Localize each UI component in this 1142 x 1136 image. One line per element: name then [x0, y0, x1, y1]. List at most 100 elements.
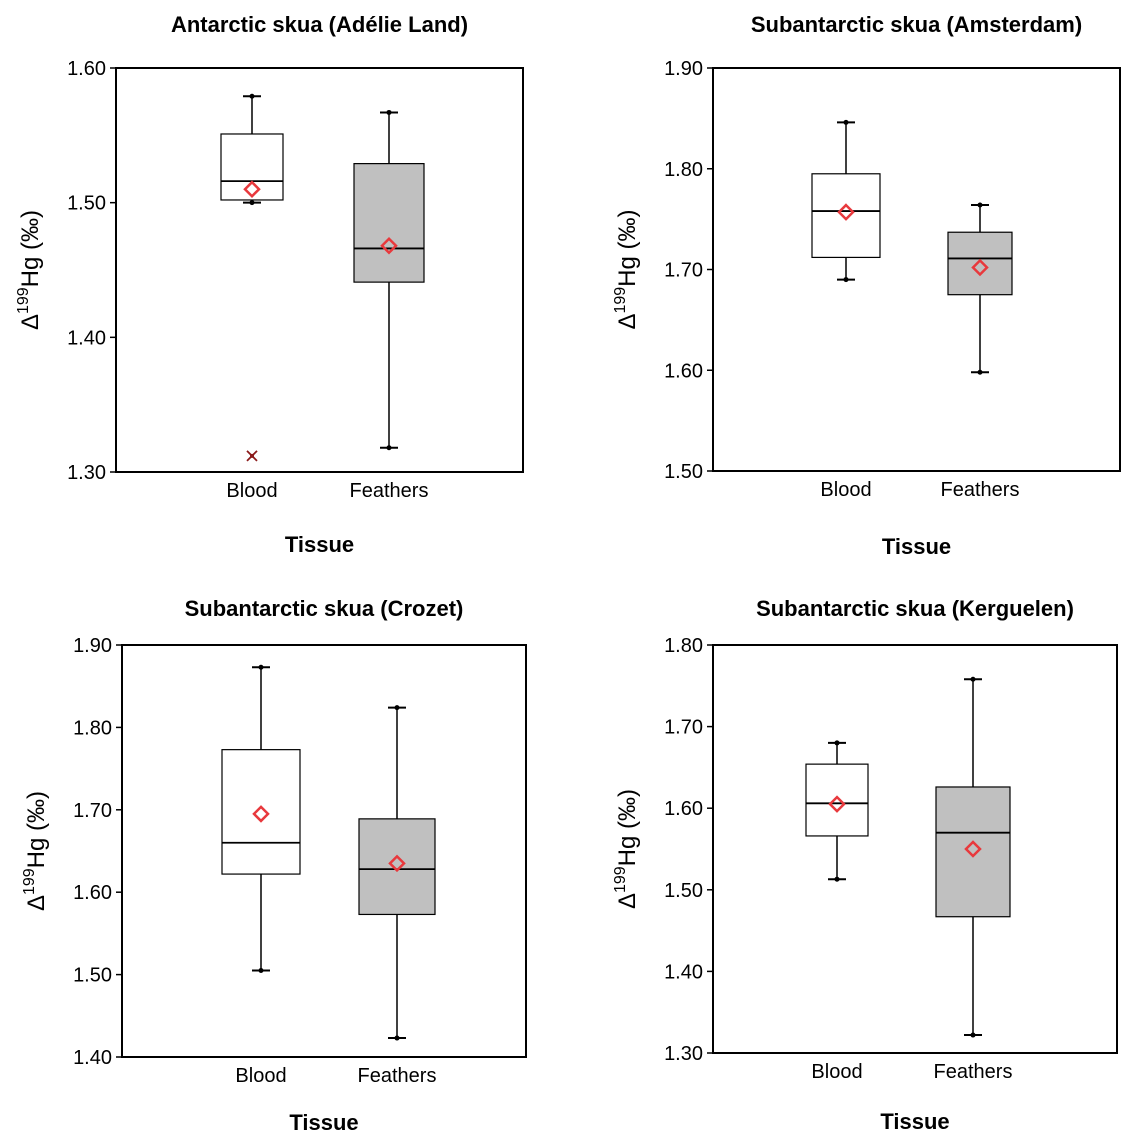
- mean-marker: [964, 840, 982, 858]
- y-tick-label: 1.90: [664, 58, 703, 80]
- box-group-feathers: [935, 676, 1011, 1038]
- y-tick-label: 1.80: [664, 635, 703, 657]
- plot-frame: [712, 67, 1121, 472]
- box-iqr: [947, 231, 1013, 296]
- plot-frame: [115, 67, 524, 473]
- box-iqr: [221, 749, 301, 875]
- max-point: [394, 705, 400, 711]
- max-point: [249, 93, 255, 99]
- y-axis-label-main: Hg (‰): [614, 789, 641, 866]
- y-axis-label-prefix: Δ: [614, 314, 641, 330]
- chart-svg: Subantarctic skua (Amsterdam) 1.50 1.60 1.7…: [612, 12, 1121, 559]
- chart-title: Subantarctic skua (Crozet): [185, 596, 464, 621]
- y-tick-label: 1.60: [664, 798, 703, 820]
- chart-title: Subantarctic skua (Kerguelen): [756, 596, 1074, 621]
- x-tick-label: Blood: [226, 480, 277, 502]
- y-tick-label: 1.50: [664, 880, 703, 902]
- mean-marker: [837, 203, 855, 221]
- y-tick-label: 1.70: [664, 260, 703, 282]
- box-group-blood: [805, 740, 869, 882]
- y-tick-label: 1.30: [664, 1043, 703, 1065]
- box-group-feathers: [358, 705, 436, 1041]
- x-tick-label: Blood: [811, 1061, 862, 1083]
- box-iqr: [811, 173, 881, 259]
- box-group-blood: [220, 93, 284, 462]
- y-axis-label-sup: 199: [15, 287, 32, 314]
- chart-panel-amsterdam: Subantarctic skua (Amsterdam) 1.50 1.60 1.7…: [571, 0, 1142, 568]
- y-tick-label: 1.80: [73, 717, 112, 739]
- chart-svg: Subantarctic skua (Kerguelen) 1.30 1.40 1.5…: [612, 596, 1118, 1134]
- mean-marker: [252, 805, 270, 823]
- x-tick-label: Feathers: [358, 1065, 437, 1087]
- x-tick-label: Feathers: [350, 480, 429, 502]
- mean-marker: [828, 795, 846, 813]
- y-axis-label-main: Hg (‰): [23, 791, 50, 868]
- y-axis-label-sup: 199: [612, 287, 629, 314]
- y-tick-label: 1.60: [67, 58, 106, 80]
- x-tick-label: Feathers: [941, 479, 1020, 501]
- box-iqr: [935, 786, 1011, 918]
- y-axis-label: Δ199Hg (‰): [612, 789, 641, 909]
- y-axis-label-prefix: Δ: [17, 314, 44, 330]
- outlier-point: [250, 453, 254, 458]
- chart-panel-crozet: Subantarctic skua (Crozet) 1.40 1.50 1.60 1.…: [0, 568, 571, 1136]
- y-tick-label: 1.60: [73, 882, 112, 904]
- max-point: [977, 202, 983, 208]
- min-point: [258, 967, 264, 973]
- y-tick-label: 1.50: [73, 965, 112, 987]
- y-axis-label-main: Hg (‰): [17, 210, 44, 287]
- box-iqr: [353, 163, 425, 283]
- y-axis-label: Δ199Hg (‰): [21, 791, 50, 911]
- box-group-blood: [221, 664, 301, 973]
- box-group-feathers: [947, 202, 1013, 375]
- chart-title: Antarctic skua (Adélie Land): [171, 12, 468, 37]
- max-point: [258, 664, 264, 670]
- x-tick-label: Blood: [820, 479, 871, 501]
- x-tick-label: Blood: [235, 1065, 286, 1087]
- plot-frame: [712, 644, 1118, 1054]
- max-point: [843, 119, 849, 125]
- y-axis-label: Δ199Hg (‰): [15, 210, 44, 330]
- x-axis-label: Tissue: [880, 1109, 949, 1134]
- box-group-blood: [811, 119, 881, 283]
- chart-svg: Antarctic skua (Adélie Land) 1.30 1.40 1.50…: [15, 12, 524, 557]
- y-axis-label: Δ199Hg (‰): [612, 209, 641, 329]
- y-tick-label: 1.90: [73, 635, 112, 657]
- chart-panel-adelie: Antarctic skua (Adélie Land) 1.30 1.40 1.50…: [0, 0, 571, 568]
- min-point: [249, 200, 255, 206]
- box-group-feathers: [353, 109, 425, 451]
- box-iqr: [805, 763, 869, 837]
- y-axis-label-main: Hg (‰): [614, 209, 641, 286]
- y-axis-label-prefix: Δ: [614, 893, 641, 909]
- y-axis-label-sup: 199: [612, 866, 629, 893]
- y-tick-label: 1.30: [67, 462, 106, 484]
- y-tick-label: 1.50: [664, 461, 703, 483]
- y-tick-label: 1.60: [664, 360, 703, 382]
- max-point: [834, 740, 840, 746]
- min-point: [843, 277, 849, 283]
- mean-marker: [380, 236, 398, 255]
- y-tick-label: 1.40: [664, 961, 703, 983]
- chart-svg: Subantarctic skua (Crozet) 1.40 1.50 1.60 1.…: [21, 596, 527, 1135]
- min-point: [834, 876, 840, 882]
- chart-title: Subantarctic skua (Amsterdam): [751, 12, 1082, 37]
- y-tick-label: 1.80: [664, 159, 703, 181]
- max-point: [386, 109, 392, 115]
- x-axis-label: Tissue: [289, 1110, 358, 1135]
- plot-frame: [121, 644, 527, 1058]
- mean-marker: [243, 180, 261, 198]
- x-tick-label: Feathers: [934, 1061, 1013, 1083]
- x-axis-label: Tissue: [882, 534, 951, 559]
- y-tick-label: 1.40: [73, 1047, 112, 1069]
- min-point: [977, 369, 983, 375]
- box-iqr: [220, 133, 284, 201]
- min-point: [970, 1032, 976, 1038]
- mean-marker: [388, 854, 406, 873]
- y-tick-label: 1.50: [67, 193, 106, 215]
- mean-marker: [971, 258, 989, 277]
- y-tick-label: 1.70: [73, 800, 112, 822]
- y-tick-label: 1.40: [67, 327, 106, 349]
- box-iqr: [358, 818, 436, 916]
- x-axis-label: Tissue: [285, 532, 354, 557]
- y-tick-label: 1.70: [664, 717, 703, 739]
